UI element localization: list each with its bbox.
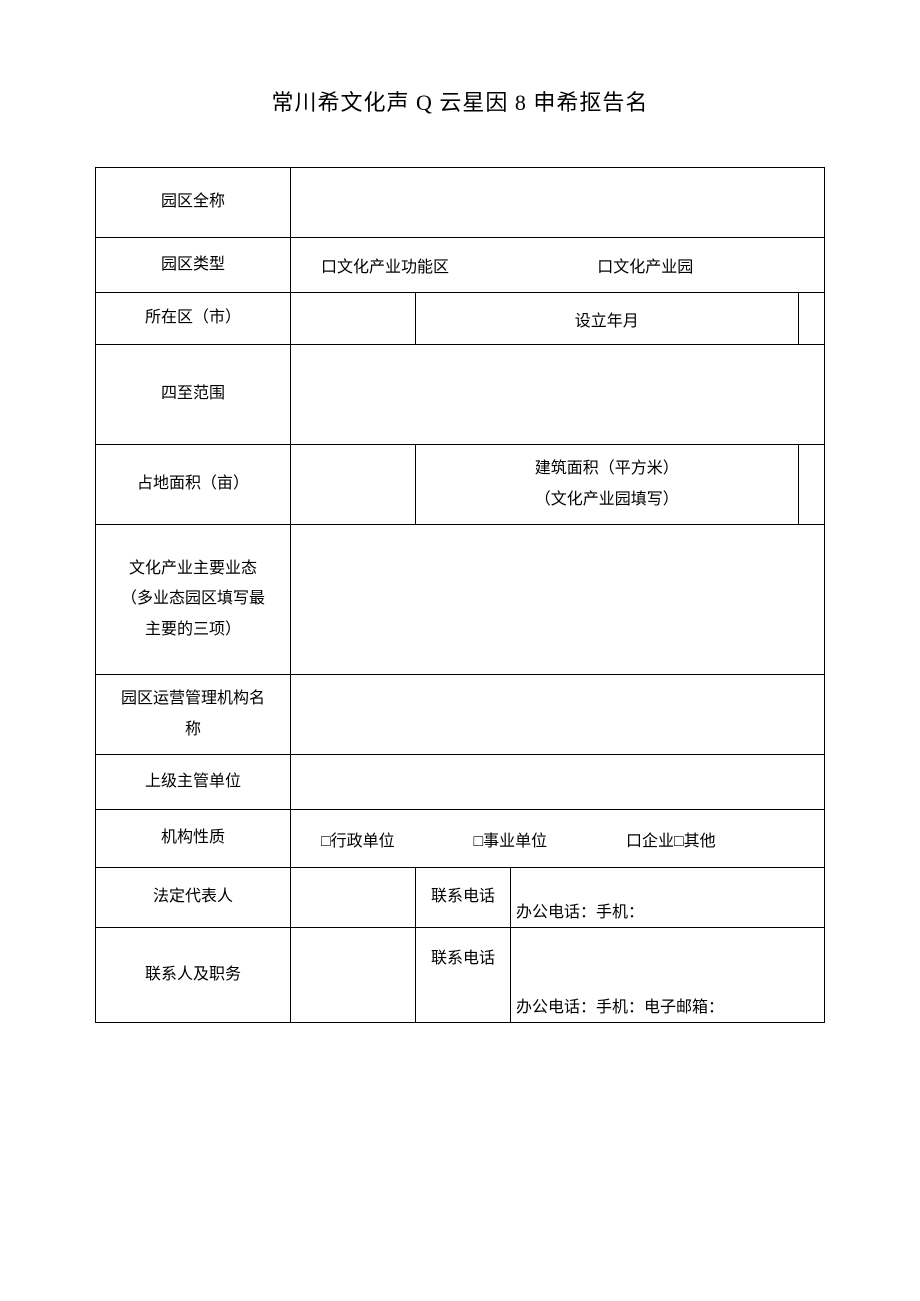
value-founded-date <box>798 293 824 345</box>
value-supervisor <box>291 755 825 810</box>
label-building-area: 建筑面积（平方米） （文化产业园填写） <box>416 445 799 525</box>
checkbox-career-unit[interactable]: □事业单位 <box>474 827 623 851</box>
label-boundary: 四至范围 <box>96 345 291 445</box>
label-phone-2: 联系电话 <box>416 928 511 1023</box>
label-org-nature: 机构性质 <box>96 810 291 868</box>
value-main-business <box>291 525 825 675</box>
value-legal-rep <box>291 868 416 928</box>
value-operator-org <box>291 675 825 755</box>
value-park-fullname <box>291 168 825 238</box>
value-boundary <box>291 345 825 445</box>
label-main-business: 文化产业主要业态 （多业态园区填写最 主要的三项） <box>96 525 291 675</box>
value-park-type: 口文化产业功能区 口文化产业园 <box>291 238 825 293</box>
checkbox-enterprise-other[interactable]: 口企业□其他 <box>626 833 716 850</box>
checkbox-admin-unit[interactable]: □行政单位 <box>321 827 470 851</box>
value-land-area <box>291 445 416 525</box>
label-park-type: 园区类型 <box>96 238 291 293</box>
checkbox-option-2[interactable]: 口文化产业园 <box>597 259 693 276</box>
value-org-nature: □行政单位 □事业单位 口企业□其他 <box>291 810 825 868</box>
checkbox-option-1[interactable]: 口文化产业功能区 <box>321 253 593 277</box>
label-district: 所在区（市） <box>96 293 291 345</box>
label-contact-person: 联系人及职务 <box>96 928 291 1023</box>
document-title: 常川希文化声 Q 云星因 8 申希抠告名 <box>95 85 825 117</box>
label-founded-date: 设立年月 <box>416 293 799 345</box>
label-legal-rep: 法定代表人 <box>96 868 291 928</box>
label-supervisor: 上级主管单位 <box>96 755 291 810</box>
value-phone-2: 办公电话：手机：电子邮箱： <box>511 928 825 1023</box>
label-land-area: 占地面积（亩） <box>96 445 291 525</box>
label-phone-1: 联系电话 <box>416 868 511 928</box>
value-district <box>291 293 416 345</box>
form-table: 园区全称 园区类型 口文化产业功能区 口文化产业园 所在区（市） 设立年月 四至… <box>95 167 825 1023</box>
value-phone-1: 办公电话：手机： <box>511 868 825 928</box>
label-park-fullname: 园区全称 <box>96 168 291 238</box>
label-operator-org: 园区运营管理机构名 称 <box>96 675 291 755</box>
value-building-area <box>798 445 824 525</box>
value-contact-person <box>291 928 416 1023</box>
